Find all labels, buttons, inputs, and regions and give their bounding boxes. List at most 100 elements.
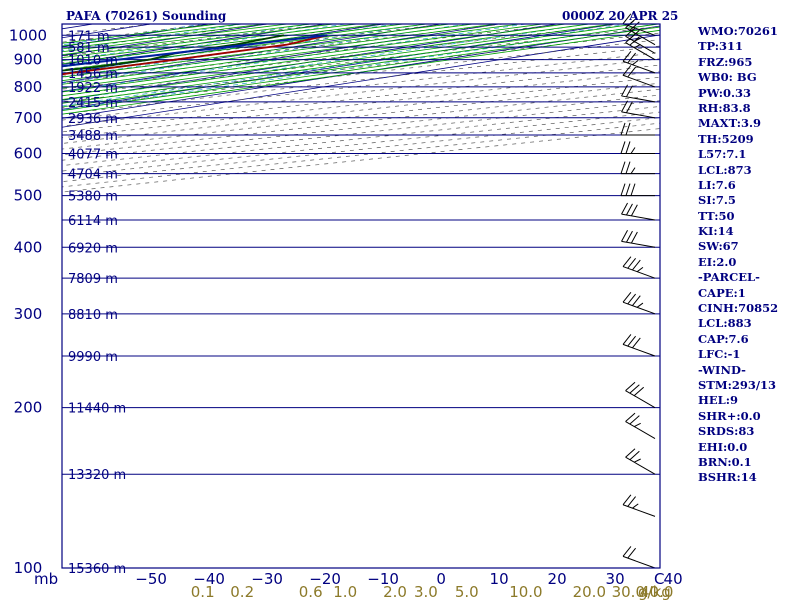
- height-label: 15360 m: [68, 562, 126, 577]
- mixing-ratio-line: [62, 24, 311, 62]
- temperature-tick-label: 20: [548, 570, 567, 588]
- mixing-ratio-tick-label: 10.0: [509, 583, 542, 600]
- height-label: 3488 m: [68, 129, 118, 144]
- dry-adiabat-line: [62, 24, 563, 84]
- pressure-tick-label: 100: [14, 559, 43, 577]
- height-label: 6920 m: [68, 241, 118, 256]
- moist-adiabat-line: [62, 24, 497, 82]
- wind-barb: [621, 230, 656, 248]
- mixing-ratio-tick-label: 2.0: [383, 583, 407, 600]
- index-line: RH:83.8: [698, 100, 751, 115]
- mixing-ratio-tick-label: 1.0: [333, 583, 357, 600]
- dry-adiabat-line: [62, 100, 660, 166]
- index-line: SHR+:0.0: [698, 408, 761, 423]
- index-line: CINH:70852: [698, 301, 779, 316]
- chart-title: PAFA (70261) Sounding: [66, 9, 227, 23]
- height-label: 4077 m: [68, 148, 118, 163]
- height-label: 581 m: [68, 41, 110, 56]
- wind-barb: [625, 412, 656, 439]
- moist-adiabat-line: [62, 24, 334, 59]
- index-line: -PARCEL-: [698, 270, 760, 285]
- dry-adiabat-line: [62, 24, 269, 50]
- moist-adiabat-line: [62, 24, 381, 65]
- dry-adiabat-line: [62, 82, 660, 150]
- wind-barb: [620, 141, 655, 154]
- height-label: 9990 m: [68, 350, 118, 365]
- temperature-tick-label: 30: [606, 570, 625, 588]
- height-labels: 15360 m 13320 m 11440 m 9990 m 8810 m 7809 m 6…: [68, 29, 126, 577]
- pressure-tick-label: 200: [14, 399, 43, 417]
- height-label: 13320 m: [68, 468, 126, 483]
- index-line: -WIND-: [698, 362, 746, 377]
- pressure-tick-label: 700: [14, 109, 43, 127]
- temperature-tick-label: 40: [664, 570, 683, 588]
- pressure-tick-label: 900: [14, 51, 43, 69]
- dry-adiabat-line: [62, 24, 328, 57]
- moist-adiabat-line: [62, 24, 520, 85]
- temperature-trace: [62, 34, 328, 76]
- wind-barb: [621, 84, 656, 103]
- wind-barb: [622, 546, 656, 569]
- dry-adiabat-line: [62, 45, 660, 115]
- index-line: SRDS:83: [698, 424, 755, 439]
- dry-adiabat-line: [62, 24, 387, 64]
- height-label: 6114 m: [68, 214, 118, 229]
- mixing-ratio-unit-label: g/kg: [638, 583, 671, 600]
- index-line: WB0: BG: [698, 70, 757, 85]
- temperature-tick-label: 0: [436, 570, 446, 588]
- dry-adiabat-grid: [62, 24, 660, 193]
- mixing-ratio-tick-label: 3.0: [414, 583, 438, 600]
- dry-adiabat-line: [62, 64, 660, 133]
- temperature-tick-label: −50: [135, 570, 167, 588]
- pressure-tick-label: 500: [14, 187, 43, 205]
- index-line: FRZ:965: [698, 54, 753, 69]
- pressure-tick-label: 600: [14, 145, 43, 163]
- isotherm-grid: [0, 24, 660, 568]
- index-line: LI:7.6: [698, 177, 736, 192]
- wind-barbs: [620, 13, 656, 569]
- height-label: 1922 m: [68, 81, 118, 96]
- isotherm-line: [62, 34, 660, 128]
- isotherm-line: [62, 25, 660, 119]
- dry-adiabat-line: [62, 32, 660, 103]
- wind-barb: [622, 334, 656, 357]
- wind-barb: [620, 161, 655, 175]
- mixing-ratio-tick-label: 30.0: [612, 583, 645, 600]
- wind-barb: [621, 100, 656, 119]
- isotherm-line: [0, 24, 35, 568]
- sounding-traces: [62, 34, 328, 76]
- mixing-ratio-tick-label: 5.0: [455, 583, 479, 600]
- mixing-ratio-line: [62, 24, 590, 101]
- index-line: MAXT:3.9: [698, 116, 761, 131]
- index-line: SI:7.5: [698, 193, 736, 208]
- wind-barb: [620, 122, 655, 136]
- mixing-ratio-line: [62, 24, 629, 107]
- index-line: BSHR:14: [698, 470, 757, 485]
- mixing-ratio-line: [62, 24, 396, 74]
- index-line: TH:5209: [698, 131, 754, 146]
- index-line: KI:14: [698, 224, 734, 239]
- moist-adiabat-line: [62, 24, 636, 104]
- pressure-tick-label: 300: [14, 305, 43, 323]
- mixing-ratio-tick-label: 40.0: [640, 583, 673, 600]
- isotherm-line: [62, 24, 384, 74]
- index-line: EI:2.0: [698, 254, 737, 269]
- dry-adiabat-line: [62, 39, 660, 109]
- moist-adiabat-line: [62, 24, 659, 108]
- height-label: 4704 m: [68, 168, 118, 183]
- moist-adiabat-line: [62, 29, 660, 115]
- temperature-unit-label: C: [654, 570, 664, 588]
- moist-adiabat-line: [62, 24, 566, 93]
- height-label: 8810 m: [68, 308, 118, 323]
- dry-adiabat-line: [62, 24, 445, 71]
- dry-adiabat-line: [62, 70, 660, 139]
- wind-barb: [622, 291, 656, 315]
- dry-adiabat-line: [62, 122, 660, 188]
- height-label: 7809 m: [68, 272, 118, 287]
- index-line: CAP:7.6: [698, 331, 749, 346]
- wind-barb: [622, 51, 656, 74]
- moist-adiabat-line: [62, 24, 613, 100]
- moist-adiabat-line: [62, 24, 543, 89]
- dry-adiabat-line: [62, 128, 660, 193]
